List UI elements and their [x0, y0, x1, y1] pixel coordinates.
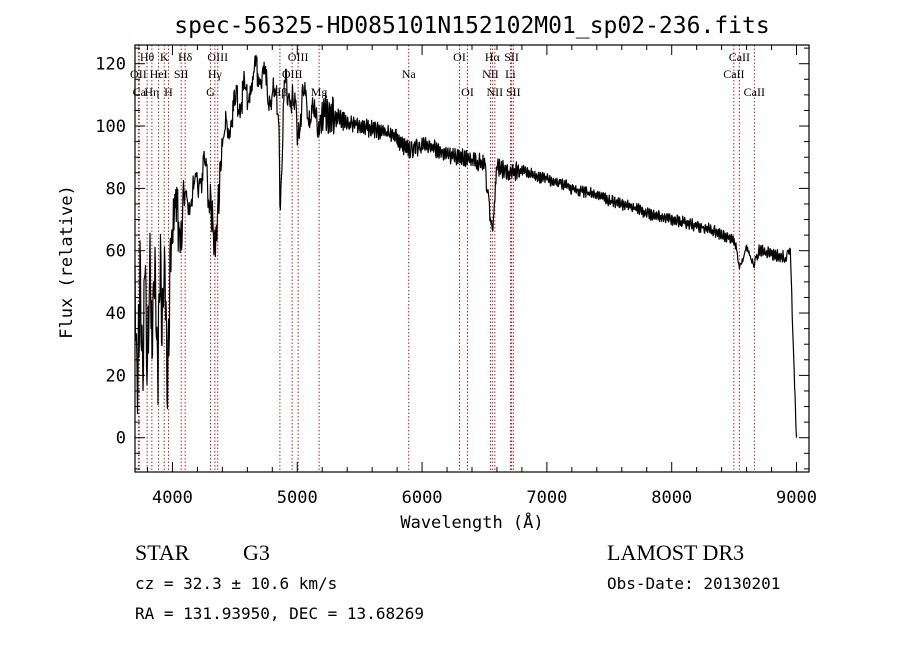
x-tick-label: 8000: [651, 488, 692, 508]
spectral-line-label: OI: [461, 85, 474, 99]
spectral-line-label: Hθ: [140, 50, 155, 64]
spectral-line-label: OII: [130, 67, 147, 81]
spectral-line-label: Ca: [133, 85, 147, 99]
x-tick-label: 9000: [776, 488, 817, 508]
y-tick-label: 20: [106, 366, 126, 386]
spectral-line-label: SII: [506, 85, 521, 99]
x-tick-label: 5000: [277, 488, 318, 508]
spectral-line-label: HeI: [150, 67, 168, 81]
spectrum-series: [134, 54, 798, 438]
spectral-line-label: OIII: [207, 50, 228, 64]
spectral-line-label: G: [206, 85, 215, 99]
x-tick-label: 4000: [152, 488, 193, 508]
spectral-line-label: NII: [487, 85, 504, 99]
spectral-line-label: Hα: [485, 50, 501, 64]
y-tick-label: 0: [116, 429, 126, 449]
obs-date-text: Obs-Date: 20130201: [607, 574, 780, 593]
y-tick-label: 120: [95, 55, 126, 75]
y-tick-label: 80: [106, 179, 126, 199]
x-axis-label: Wavelength (Å): [400, 511, 543, 533]
subclass-label: G3: [243, 540, 270, 565]
spectral-line-label: Hη: [144, 85, 159, 99]
y-axis: 0 20 40 60 80 100 120: [95, 47, 809, 470]
spectral-line-label: CaII: [729, 50, 750, 64]
redshift-text: cz = 32.3 ± 10.6 km/s: [135, 574, 337, 593]
spectral-line-label: Mg: [311, 85, 328, 99]
plot-frame: [134, 44, 810, 473]
y-tick-label: 40: [106, 304, 126, 324]
spectral-line-label: Hδ: [178, 50, 193, 64]
spectral-line-label: OIII: [288, 50, 309, 64]
coords-text: RA = 131.93950, DEC = 13.68269: [135, 604, 424, 623]
spectral-line-label: Li: [505, 67, 516, 81]
spectral-line-label: NII: [482, 67, 499, 81]
chart-title: spec-56325-HD085101N152102M01_sp02-236.f…: [174, 13, 769, 39]
spectral-line-label: CaII: [723, 67, 744, 81]
spectral-line-label: SII: [174, 67, 189, 81]
x-tick-label: 6000: [402, 488, 443, 508]
spectral-line-label: Na: [402, 67, 417, 81]
spectral-line-label: CaII: [744, 85, 765, 99]
spectral-line-markers: [137, 45, 755, 472]
x-axis: 4000 5000 6000 7000 8000 9000: [146, 45, 817, 508]
y-tick-label: 100: [95, 117, 126, 137]
survey-label: LAMOST DR3: [607, 540, 744, 565]
y-tick-label: 60: [106, 242, 126, 262]
object-class-label: STAR: [135, 540, 190, 565]
x-tick-label: 7000: [526, 488, 567, 508]
spectral-line-label: SII: [504, 50, 519, 64]
spectral-line-label: OI: [453, 50, 466, 64]
y-axis-label: Flux (relative): [57, 185, 77, 339]
spectral-line-label: H: [164, 85, 173, 99]
spectral-line-label: K: [160, 50, 169, 64]
spectral-line-label: Hγ: [208, 67, 223, 81]
spectrum-line: [134, 54, 798, 438]
